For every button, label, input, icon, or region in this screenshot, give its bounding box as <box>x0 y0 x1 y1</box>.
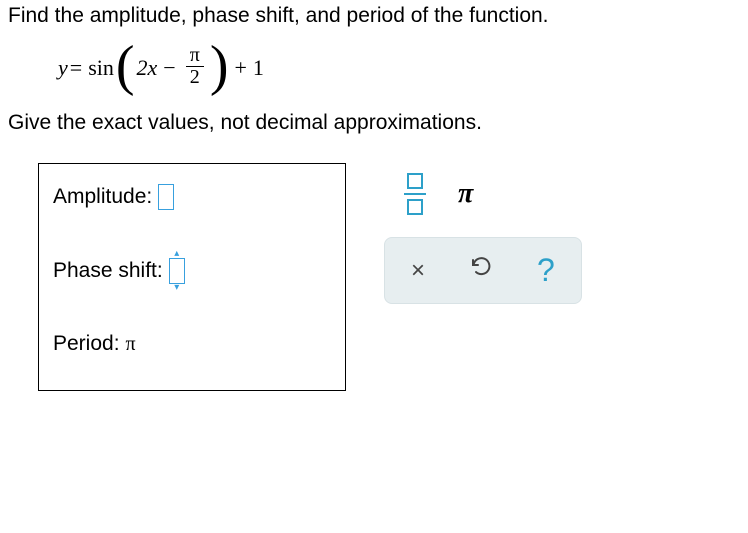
amplitude-label: Amplitude: <box>53 185 152 209</box>
tools-row-actions: × ? <box>384 237 582 304</box>
prompt-text: Find the amplitude, phase shift, and per… <box>8 4 740 28</box>
eq-lhs: y <box>58 55 68 81</box>
eq-frac: π 2 <box>186 45 204 88</box>
period-label: Period: <box>53 332 120 356</box>
fraction-tool[interactable] <box>404 173 426 215</box>
phase-down-icon: ▾ <box>174 284 179 292</box>
phase-input[interactable]: ▴ ▾ <box>169 250 185 292</box>
eq-2x: 2x <box>137 55 158 81</box>
amplitude-row: Amplitude: <box>53 184 331 210</box>
phase-label: Phase shift: <box>53 259 163 283</box>
eq-frac-num: π <box>186 45 204 67</box>
answers-panel: Amplitude: Phase shift: ▴ ▾ Period: π <box>38 163 346 391</box>
eq-minus: − <box>163 55 175 81</box>
eq-equals: = <box>70 55 82 81</box>
tools-panel: π × ? <box>384 163 582 304</box>
tools-row-symbols: π <box>384 163 582 225</box>
equation: y = sin ( 2x − π 2 ) + 1 <box>58 46 740 89</box>
period-row: Period: π <box>53 332 331 356</box>
reset-icon[interactable] <box>469 255 493 286</box>
phase-row: Phase shift: ▴ ▾ <box>53 250 331 292</box>
help-icon[interactable]: ? <box>537 252 555 289</box>
eq-plus: + <box>234 55 246 81</box>
pi-tool[interactable]: π <box>458 178 473 210</box>
subprompt-text: Give the exact values, not decimal appro… <box>8 111 740 135</box>
eq-frac-den: 2 <box>186 67 204 88</box>
amplitude-input[interactable] <box>158 184 174 210</box>
phase-up-icon: ▴ <box>174 250 179 258</box>
eq-const: 1 <box>253 55 264 81</box>
close-icon[interactable]: × <box>411 257 425 285</box>
period-value: π <box>126 333 136 356</box>
eq-fn: sin <box>88 55 114 81</box>
